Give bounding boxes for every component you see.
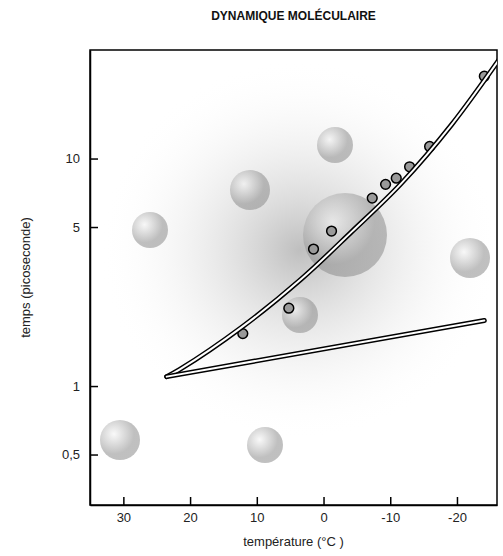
x-tick-mark — [257, 497, 259, 505]
illustration — [100, 60, 497, 463]
x-tick-label: 10 — [250, 510, 264, 525]
title: DYNAMIQUE MOLÉCULAIRE — [211, 8, 376, 23]
x-tick-label: -20 — [448, 510, 467, 525]
x-axis-title: température (°C ) — [243, 534, 344, 549]
line-outline — [167, 321, 485, 377]
x-tick-label: -10 — [381, 510, 400, 525]
background-blob — [100, 60, 497, 440]
point — [284, 303, 294, 313]
line — [167, 57, 497, 377]
x-tick-label: 20 — [183, 510, 197, 525]
x-tick-mark — [190, 497, 192, 505]
x-tick: 20 — [183, 497, 197, 525]
x-tick: -10 — [381, 497, 400, 525]
plot-area — [167, 57, 497, 377]
x-axis-line — [91, 505, 498, 507]
y-tick-mark — [90, 227, 98, 229]
point — [309, 244, 319, 254]
sphere — [450, 238, 490, 278]
x-tick-mark — [123, 497, 125, 505]
y-tick-label: 1 — [73, 379, 80, 394]
sphere — [132, 212, 168, 248]
y-tick: 0,5 — [62, 447, 98, 462]
sphere — [230, 170, 270, 210]
x-tick: 10 — [250, 497, 264, 525]
line-outline — [167, 57, 497, 377]
y-tick: 10 — [66, 151, 98, 166]
x-tick: 0 — [320, 497, 327, 525]
y-axis-line — [90, 51, 92, 506]
sphere — [100, 420, 140, 460]
y-tick-label: 5 — [73, 220, 80, 235]
y-axis: 0,5 1 5 10 — [62, 51, 98, 506]
point — [381, 179, 391, 189]
y-tick-label: 0,5 — [62, 447, 80, 462]
y-tick-label: 10 — [66, 151, 80, 166]
y-tick-mark — [90, 386, 98, 388]
x-tick-label: 30 — [117, 510, 131, 525]
sphere — [282, 297, 318, 333]
x-tick: 30 — [117, 497, 131, 525]
x-tick: -20 — [448, 497, 467, 525]
y-tick: 5 — [73, 220, 98, 235]
sphere — [247, 427, 283, 463]
y-axis-title: temps (picoseconde) — [18, 217, 33, 338]
x-tick-label: 0 — [320, 510, 327, 525]
x-axis: 30 20 10 0 -10 -20 — [91, 497, 498, 525]
point — [327, 226, 337, 236]
chart: 30 20 10 0 -10 -20 0,5 1 5 10 DYNAMIQUE MOLÉCULAIR… — [0, 0, 503, 556]
x-tick-mark — [390, 497, 392, 505]
sphere — [317, 127, 353, 163]
y-tick-mark — [90, 454, 98, 456]
x-tick-mark — [457, 497, 459, 505]
line — [167, 321, 485, 377]
y-tick-mark — [90, 158, 98, 160]
x-tick-mark — [323, 497, 325, 505]
plot-frame — [90, 50, 497, 505]
y-tick: 1 — [73, 379, 98, 394]
point — [367, 193, 377, 203]
